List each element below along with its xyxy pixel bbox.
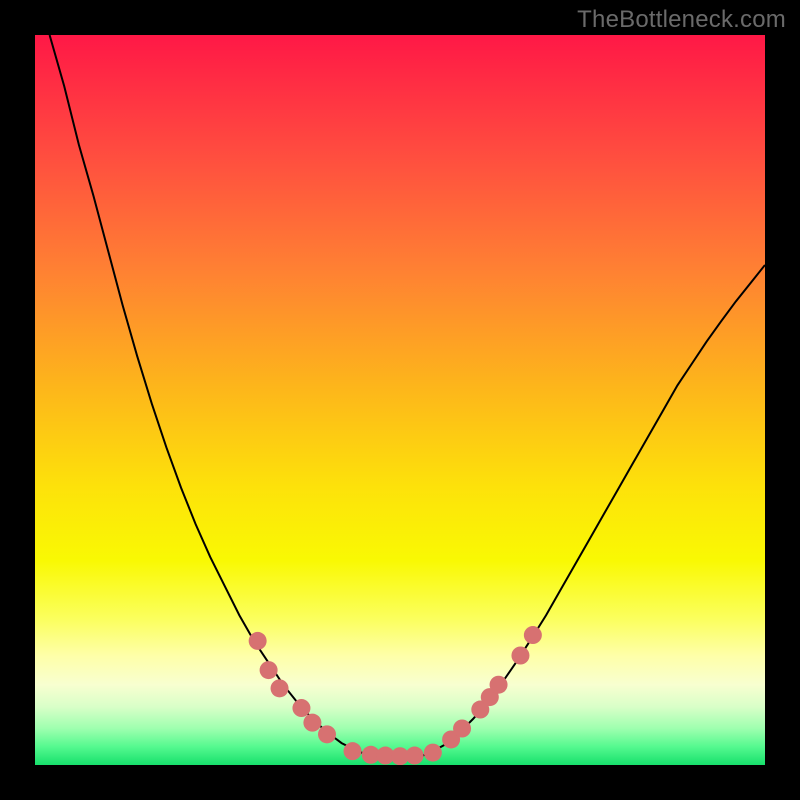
data-marker: [453, 720, 471, 738]
plot-area: [35, 35, 765, 765]
data-marker: [490, 676, 508, 694]
data-marker: [524, 626, 542, 644]
curve-layer: [35, 35, 765, 765]
data-marker: [344, 742, 362, 760]
data-marker: [303, 714, 321, 732]
data-marker: [260, 661, 278, 679]
data-marker: [249, 632, 267, 650]
data-marker: [318, 725, 336, 743]
data-marker: [511, 647, 529, 665]
bottleneck-curve: [50, 35, 765, 758]
chart-container: TheBottleneck.com: [0, 0, 800, 800]
data-marker: [406, 747, 424, 765]
data-marker: [424, 744, 442, 762]
watermark-text: TheBottleneck.com: [577, 6, 786, 34]
data-marker: [292, 699, 310, 717]
data-marker: [271, 679, 289, 697]
